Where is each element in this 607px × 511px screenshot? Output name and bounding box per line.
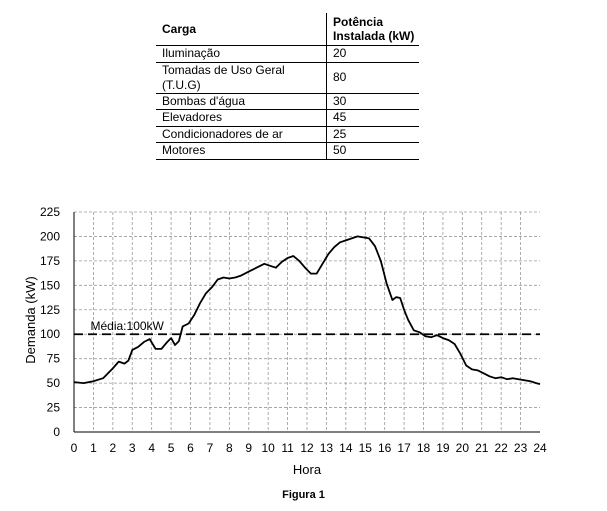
load-name-cell: Bombas d'água — [156, 93, 327, 110]
x-tick-label: 23 — [514, 441, 528, 455]
x-tick-label: 8 — [226, 441, 233, 455]
table-row: Bombas d'água 30 — [156, 93, 419, 110]
x-tick-label: 17 — [397, 441, 411, 455]
x-axis-label: Hora — [293, 462, 322, 477]
x-tick-label: 16 — [378, 441, 392, 455]
x-tick-label: 1 — [90, 441, 97, 455]
load-name-cell: Elevadores — [156, 109, 327, 127]
x-tick-label: 12 — [300, 441, 314, 455]
demand-series-line — [73, 235, 541, 385]
load-power-cell: 50 — [326, 142, 419, 160]
figure-caption: Figura 1 — [282, 489, 325, 501]
x-tick-label: 14 — [339, 441, 353, 455]
table-row: Iluminação 20 — [156, 45, 419, 63]
mean-line-group: Média:100kW — [74, 319, 540, 336]
mean-annotation: Média:100kW — [91, 319, 165, 333]
y-tick-label: 150 — [40, 278, 60, 292]
y-tick-label: 175 — [40, 254, 60, 268]
table-row: Condicionadores de ar 25 — [156, 126, 419, 143]
x-tick-label: 5 — [168, 441, 175, 455]
y-tick-label: 75 — [47, 352, 61, 366]
table-row: Tomadas de Uso Geral (T.U.G) 80 — [156, 62, 419, 94]
chart-tick-labels: 0 1 2 3 4 5 6 7 8 9 10 11 12 13 14 15 16 17 18 19 20 21 22 23 24… — [40, 205, 547, 455]
x-tick-label: 0 — [71, 441, 78, 455]
chart-series — [73, 235, 541, 385]
x-tick-label: 9 — [245, 441, 252, 455]
y-tick-label: 225 — [40, 205, 60, 219]
x-tick-label: 7 — [207, 441, 214, 455]
table-header-row: Carga Potência Instalada (kW) — [156, 13, 419, 46]
x-tick-label: 20 — [456, 441, 470, 455]
x-tick-label: 10 — [261, 441, 275, 455]
header-load: Carga — [156, 13, 327, 46]
x-tick-label: 24 — [533, 441, 547, 455]
table-row: Motores 50 — [156, 142, 419, 160]
y-tick-label: 0 — [53, 425, 60, 439]
x-tick-label: 18 — [417, 441, 431, 455]
y-axis-label: Demanda (kW) — [23, 276, 38, 363]
y-tick-label: 200 — [40, 229, 60, 243]
load-power-cell: 20 — [326, 45, 419, 63]
x-tick-label: 15 — [359, 441, 373, 455]
x-tick-label: 21 — [475, 441, 489, 455]
x-tick-label: 22 — [494, 441, 508, 455]
header-installed-power: Potência Instalada (kW) — [326, 13, 419, 46]
x-tick-label: 4 — [148, 441, 155, 455]
y-tick-label: 125 — [40, 303, 60, 317]
table-row: Elevadores 45 — [156, 109, 419, 127]
x-tick-label: 6 — [187, 441, 194, 455]
load-name-cell: Tomadas de Uso Geral (T.U.G) — [156, 62, 327, 94]
load-name-cell: Condicionadores de ar — [156, 126, 327, 143]
x-tick-label: 11 — [281, 441, 294, 455]
load-power-cell: 25 — [326, 126, 419, 143]
load-power-cell: 45 — [326, 109, 419, 127]
y-tick-label: 50 — [47, 376, 61, 390]
x-tick-label: 3 — [129, 441, 136, 455]
x-tick-label: 19 — [436, 441, 450, 455]
x-tick-label: 13 — [320, 441, 334, 455]
x-tick-label: 2 — [109, 441, 116, 455]
chart-axes — [73, 212, 540, 433]
load-name-cell: Iluminação — [156, 45, 327, 63]
demand-chart: 0 1 2 3 4 5 6 7 8 9 10 11 12 13 14 15 16 17 18 19 20 21 22 23 24… — [23, 205, 547, 477]
load-name-cell: Motores — [156, 142, 327, 160]
y-tick-label: 100 — [40, 327, 60, 341]
load-table: Carga Potência Instalada (kW) Iluminação… — [156, 13, 419, 160]
load-power-cell: 30 — [326, 93, 419, 110]
load-power-cell: 80 — [326, 62, 419, 94]
y-tick-label: 25 — [47, 401, 61, 415]
